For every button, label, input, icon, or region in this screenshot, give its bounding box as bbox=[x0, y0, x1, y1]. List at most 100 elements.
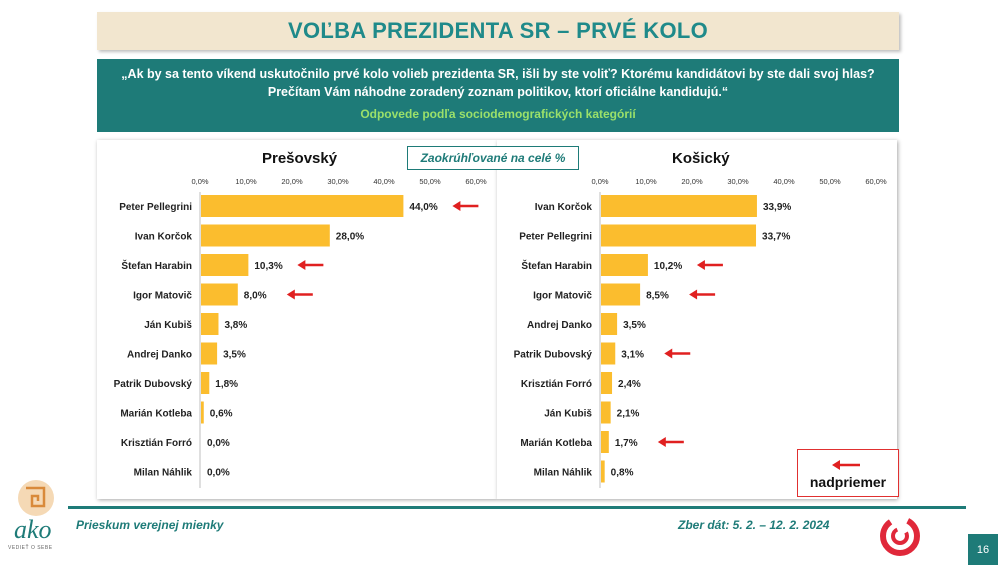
category-label: Igor Matovič bbox=[133, 291, 192, 302]
bar bbox=[601, 254, 648, 276]
survey-question: „Ak by sa tento víkend uskutočnilo prvé … bbox=[121, 67, 875, 99]
x-tick-label: 0,0% bbox=[191, 177, 208, 186]
logo-text: ako bbox=[14, 515, 52, 544]
chart-panel-kosicky: Košický 0,0% 10,0% 20,0% 30,0% 40,0% 50,0% 60,… bbox=[497, 140, 897, 499]
x-tick-label: 20,0% bbox=[681, 177, 703, 186]
value-label: 3,1% bbox=[621, 350, 644, 361]
x-tick-label: 60,0% bbox=[865, 177, 887, 186]
legend-box: nadpriemer bbox=[797, 449, 899, 497]
x-tick-label: 10,0% bbox=[235, 177, 257, 186]
bar bbox=[201, 342, 218, 365]
x-tick-label: 10,0% bbox=[635, 177, 657, 186]
category-label: Marián Kotleba bbox=[520, 438, 592, 449]
chart-title-kosicky: Košický bbox=[672, 150, 730, 167]
swirl-logo-icon bbox=[880, 516, 920, 556]
above-average-arrow-icon bbox=[696, 260, 723, 270]
bar bbox=[601, 224, 757, 247]
category-label: Štefan Harabin bbox=[121, 259, 192, 272]
bar bbox=[201, 313, 219, 335]
value-label: 3,5% bbox=[223, 350, 246, 361]
category-label: Štefan Harabin bbox=[521, 259, 592, 272]
value-label: 3,5% bbox=[623, 320, 646, 331]
category-label: Patrik Dubovský bbox=[114, 379, 193, 390]
value-label: 44,0% bbox=[409, 202, 437, 213]
page-title: VOĽBA PREZIDENTA SR – PRVÉ KOLO bbox=[287, 18, 709, 43]
bar bbox=[601, 401, 611, 424]
footer-survey-label: Prieskum verejnej mienky bbox=[76, 518, 224, 532]
above-average-arrow-icon bbox=[664, 348, 691, 359]
x-tick-label: 20,0% bbox=[281, 177, 303, 186]
x-tick-label: 0,0% bbox=[591, 177, 608, 186]
bar bbox=[201, 372, 210, 394]
legend-label: nadpriemer bbox=[809, 474, 887, 490]
value-label: 2,1% bbox=[617, 409, 640, 420]
value-label: 33,9% bbox=[763, 202, 791, 213]
survey-subtitle: Odpovede podľa sociodemografických kateg… bbox=[360, 107, 636, 121]
bar bbox=[201, 224, 330, 247]
x-tick-label: 50,0% bbox=[819, 177, 841, 186]
x-tick-label: 40,0% bbox=[373, 177, 395, 186]
value-label: 2,4% bbox=[618, 379, 641, 390]
category-label: Peter Pellegrini bbox=[519, 232, 592, 243]
above-average-arrow-icon bbox=[452, 201, 479, 211]
value-label: 33,7% bbox=[762, 232, 790, 243]
value-label: 0,0% bbox=[207, 438, 230, 449]
category-label: Milan Náhlik bbox=[134, 468, 193, 479]
rounding-note: Zaokrúhľované na celé % bbox=[407, 146, 579, 170]
value-label: 0,0% bbox=[207, 468, 230, 479]
category-label: Marián Kotleba bbox=[120, 409, 192, 420]
above-average-arrow-icon bbox=[657, 437, 684, 447]
question-box: „Ak by sa tento víkend uskutočnilo prvé … bbox=[97, 59, 899, 132]
category-label: Patrik Dubovský bbox=[514, 350, 593, 361]
bar-chart-presovsky: 0,0% 10,0% 20,0% 30,0% 40,0% 50,0% 60,0% Peter … bbox=[114, 177, 487, 488]
bar bbox=[201, 401, 204, 424]
bar bbox=[601, 460, 605, 483]
chart-title-presovsky: Prešovský bbox=[262, 150, 338, 167]
above-average-arrow-icon bbox=[689, 289, 716, 300]
bar bbox=[601, 431, 609, 453]
bar bbox=[601, 195, 757, 217]
value-label: 1,7% bbox=[615, 438, 638, 449]
chart-panel-presovsky: Prešovský 0,0% 10,0% 20,0% 30,0% 40,0% 50,0% 6… bbox=[97, 140, 497, 499]
logo-subtext: VEDIEŤ O SEBE bbox=[8, 545, 53, 551]
value-label: 8,0% bbox=[244, 291, 267, 302]
bar bbox=[601, 342, 616, 365]
category-label: Andrej Danko bbox=[127, 350, 192, 361]
x-tick-label: 50,0% bbox=[419, 177, 441, 186]
ako-logo-icon bbox=[18, 480, 54, 516]
x-tick-label: 60,0% bbox=[465, 177, 487, 186]
value-label: 3,8% bbox=[224, 320, 247, 331]
category-label: Ivan Korčok bbox=[535, 202, 593, 213]
value-label: 1,8% bbox=[215, 379, 238, 390]
value-label: 10,3% bbox=[254, 261, 282, 272]
above-average-arrow-icon bbox=[297, 260, 324, 270]
bar bbox=[201, 283, 238, 306]
category-label: Ivan Korčok bbox=[135, 232, 193, 243]
page-number: 16 bbox=[968, 534, 998, 565]
category-label: Krisztián Forró bbox=[121, 438, 192, 449]
bar bbox=[601, 372, 613, 394]
value-label: 10,2% bbox=[654, 261, 682, 272]
bar bbox=[201, 254, 249, 276]
x-tick-label: 30,0% bbox=[727, 177, 749, 186]
category-label: Peter Pellegrini bbox=[119, 202, 192, 213]
category-label: Milan Náhlik bbox=[534, 468, 593, 479]
category-label: Andrej Danko bbox=[527, 320, 592, 331]
value-label: 0,6% bbox=[210, 409, 233, 420]
value-label: 8,5% bbox=[646, 291, 669, 302]
bar bbox=[201, 195, 404, 217]
above-average-arrow-icon bbox=[286, 289, 313, 300]
category-label: Ján Kubiš bbox=[544, 409, 592, 420]
x-tick-label: 40,0% bbox=[773, 177, 795, 186]
x-tick-label: 30,0% bbox=[327, 177, 349, 186]
value-label: 28,0% bbox=[336, 232, 364, 243]
category-label: Igor Matovič bbox=[533, 291, 592, 302]
footer-date-label: Zber dát: 5. 2. – 12. 2. 2024 bbox=[678, 518, 830, 532]
bar bbox=[601, 283, 641, 306]
category-label: Ján Kubiš bbox=[144, 320, 192, 331]
title-banner: VOĽBA PREZIDENTA SR – PRVÉ KOLO bbox=[97, 12, 899, 50]
footer-divider bbox=[68, 506, 966, 509]
bar bbox=[601, 313, 618, 335]
legend-arrow-icon bbox=[832, 460, 860, 470]
bar-chart-kosicky: 0,0% 10,0% 20,0% 30,0% 40,0% 50,0% 60,0% Ivan K… bbox=[514, 177, 887, 488]
